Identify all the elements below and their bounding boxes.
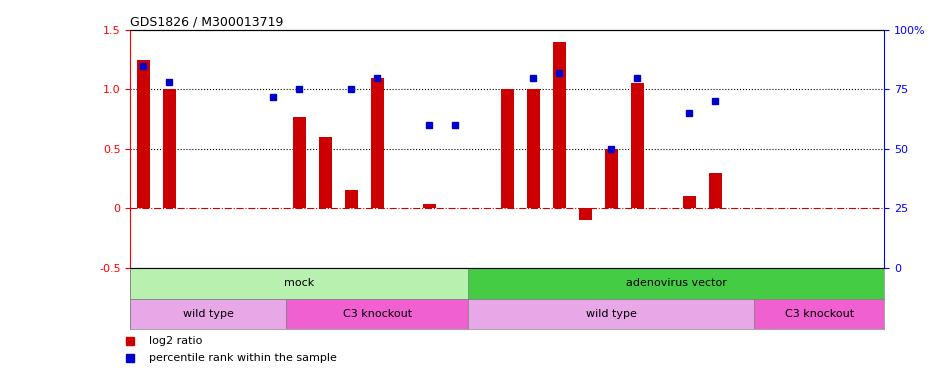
Bar — [683, 196, 695, 208]
Bar — [579, 208, 592, 220]
Text: wild type: wild type — [586, 309, 637, 319]
FancyBboxPatch shape — [130, 268, 468, 298]
Bar — [501, 89, 514, 208]
Text: wild type: wild type — [182, 309, 234, 319]
Text: percentile rank within the sample: percentile rank within the sample — [149, 353, 337, 363]
FancyBboxPatch shape — [468, 268, 884, 298]
Text: log2 ratio: log2 ratio — [149, 336, 203, 346]
FancyBboxPatch shape — [754, 298, 884, 330]
Bar — [631, 84, 644, 208]
Text: C3 knockout: C3 knockout — [343, 309, 412, 319]
Bar — [605, 149, 618, 208]
Bar — [293, 117, 306, 208]
Text: GDS1826 / M300013719: GDS1826 / M300013719 — [130, 16, 284, 29]
Bar — [553, 42, 566, 208]
FancyBboxPatch shape — [468, 298, 754, 330]
Bar — [137, 60, 150, 208]
Bar — [708, 172, 722, 208]
Bar — [318, 137, 331, 208]
FancyBboxPatch shape — [287, 298, 468, 330]
Bar — [344, 190, 358, 208]
Bar — [423, 204, 436, 208]
FancyBboxPatch shape — [130, 298, 287, 330]
Text: adenovirus vector: adenovirus vector — [626, 278, 727, 288]
Bar — [163, 89, 176, 208]
Text: C3 knockout: C3 knockout — [785, 309, 854, 319]
Bar — [371, 78, 384, 208]
Bar — [527, 89, 540, 208]
Text: mock: mock — [284, 278, 315, 288]
